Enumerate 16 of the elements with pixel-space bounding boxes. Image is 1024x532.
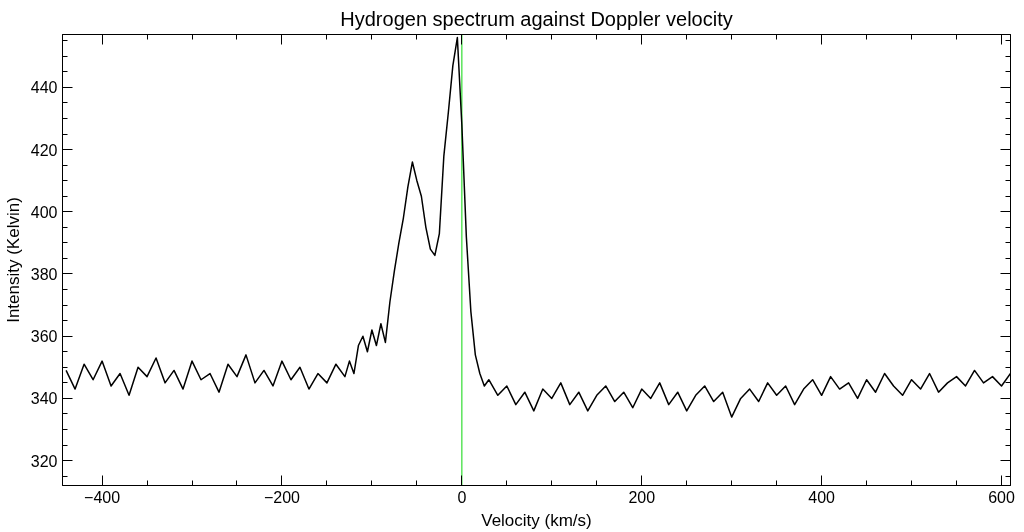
- y-tick-label: 400: [30, 203, 58, 221]
- x-tick-label: 200: [628, 488, 656, 506]
- x-axis-title: Velocity (km/s): [481, 510, 592, 530]
- y-tick-label: 320: [30, 452, 58, 470]
- chart-title: Hydrogen spectrum against Doppler velocity: [340, 7, 733, 30]
- y-tick-label: 360: [30, 328, 58, 346]
- x-tick-label: 0: [457, 488, 467, 506]
- x-tick-label: 600: [988, 488, 1015, 506]
- x-tick-label: −200: [263, 488, 301, 506]
- y-axis-title: Intensity (Kelvin): [3, 197, 23, 323]
- y-tick-label: 340: [30, 390, 58, 408]
- y-tick-label: 420: [30, 141, 58, 159]
- y-tick-label: 440: [30, 79, 58, 97]
- x-tick-label: 400: [808, 488, 836, 506]
- y-tick-label: 380: [30, 266, 58, 283]
- x-tick-label: −400: [84, 488, 121, 506]
